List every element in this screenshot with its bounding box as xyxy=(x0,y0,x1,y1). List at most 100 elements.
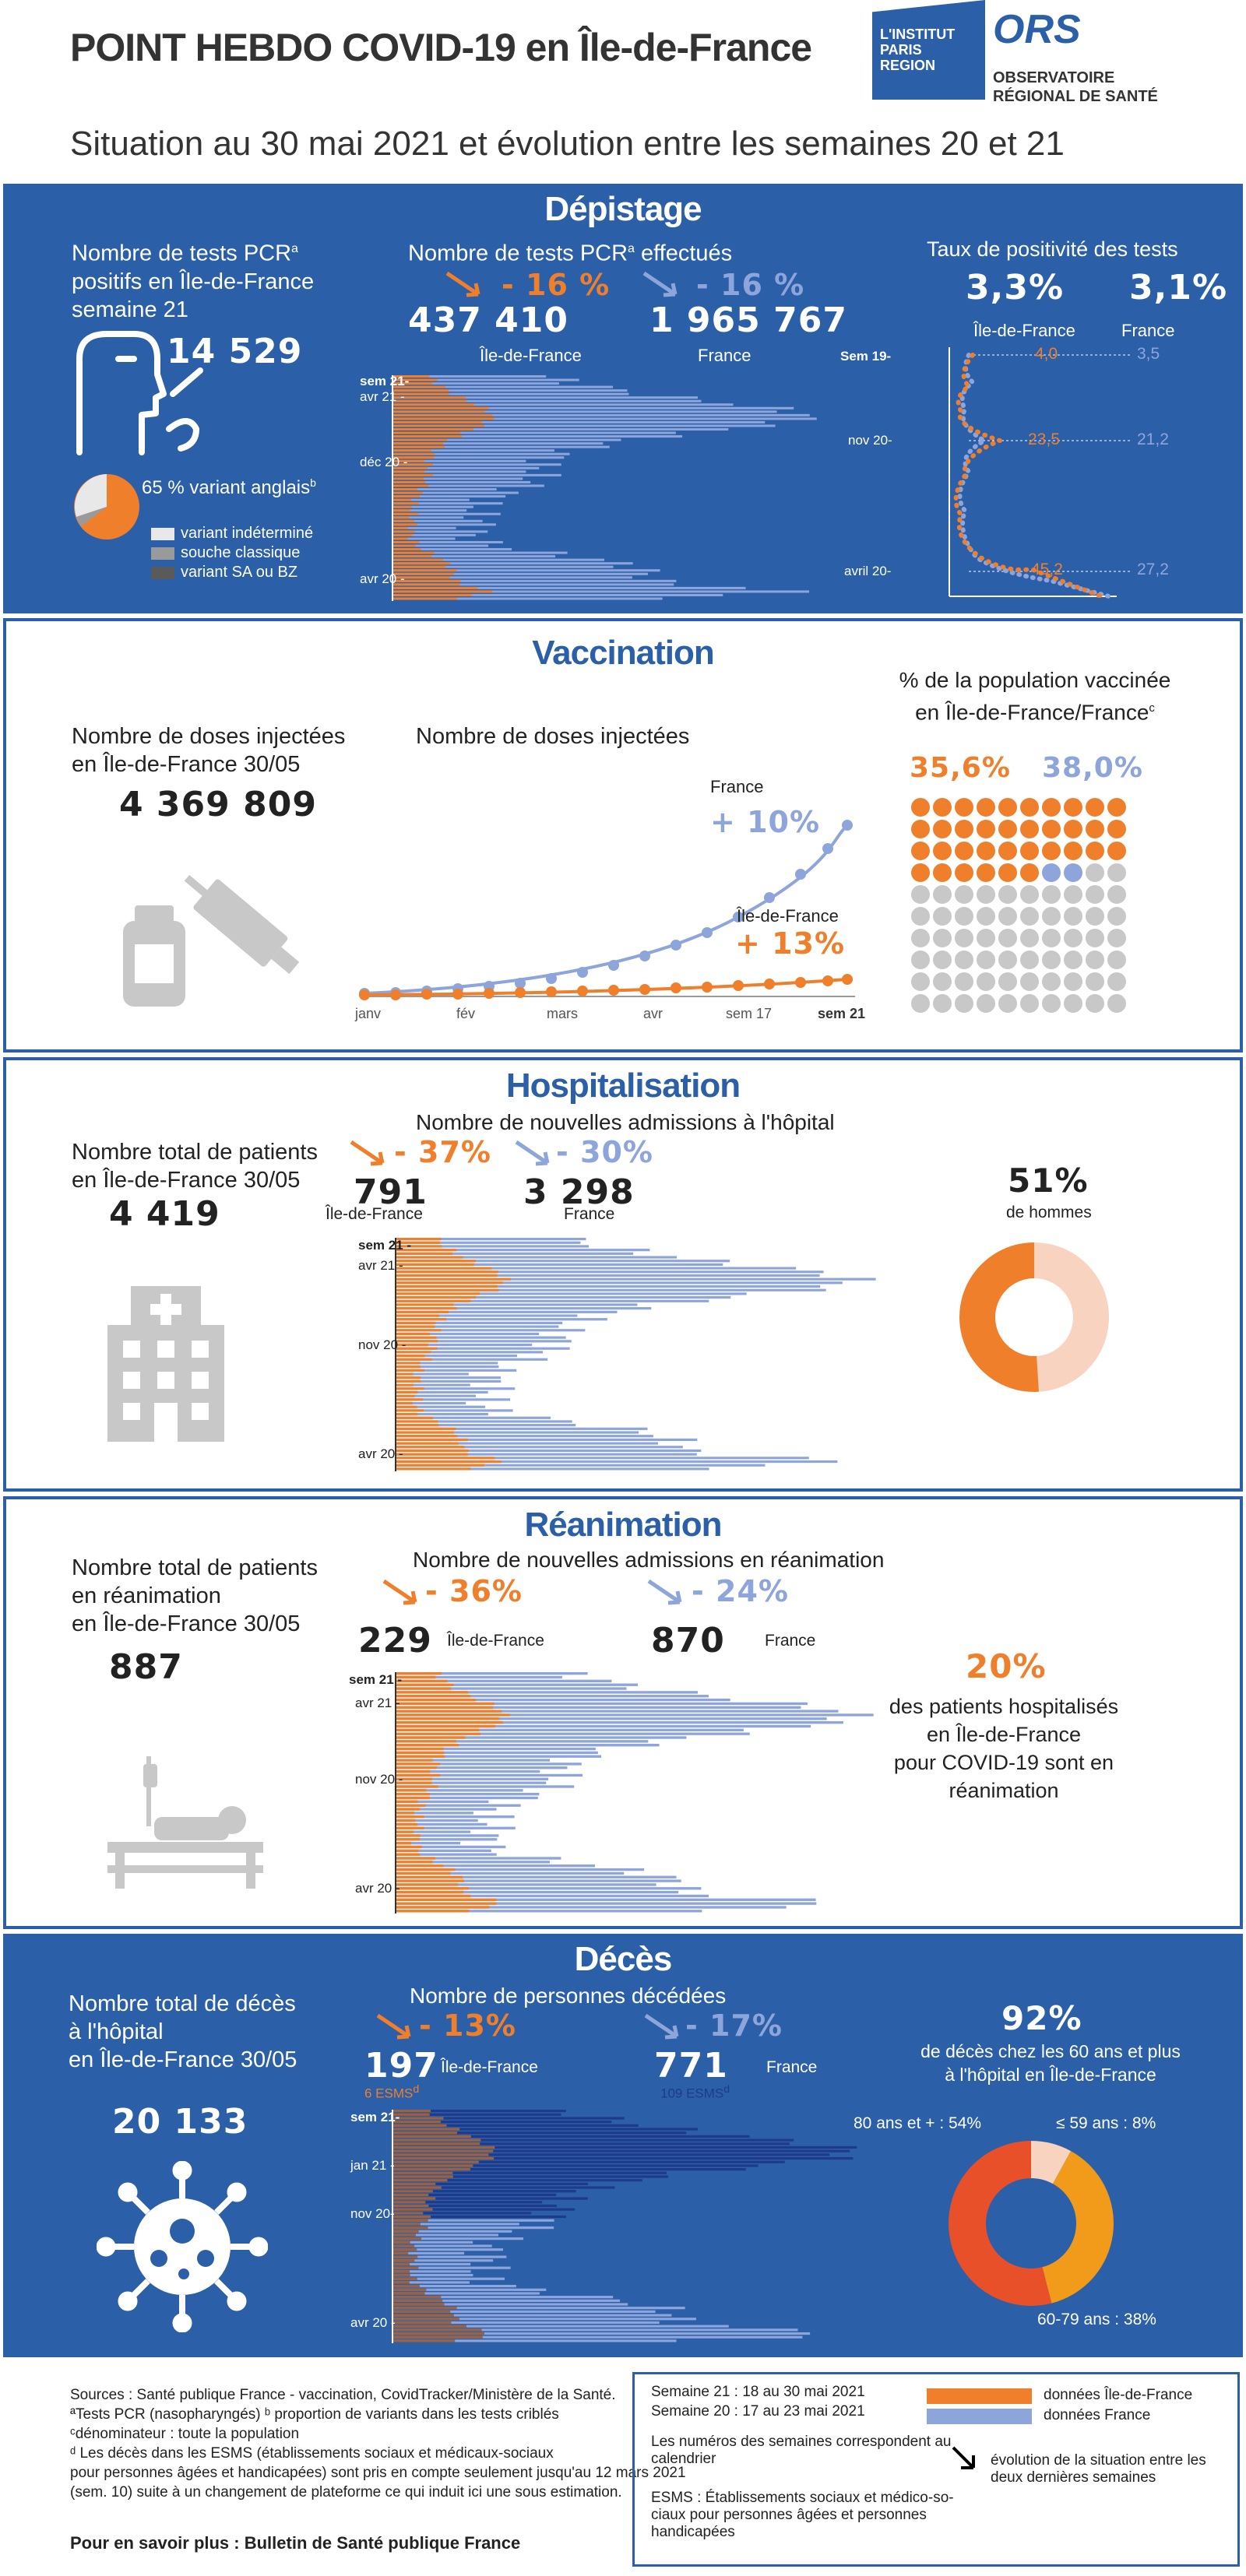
bar-idf xyxy=(396,1871,451,1875)
population-dot xyxy=(933,863,952,882)
bar-france xyxy=(396,1785,575,1788)
bar-idf xyxy=(396,1812,414,1815)
population-dot xyxy=(1042,972,1061,991)
population-dot xyxy=(1086,885,1104,904)
bar-france xyxy=(396,1789,523,1792)
population-dot xyxy=(911,863,930,882)
bar-france xyxy=(396,1717,827,1720)
bar-france xyxy=(392,2135,750,2138)
page-title: POINT HEBDO COVID-19 en Île-de-France xyxy=(70,26,812,69)
bar-idf xyxy=(396,1376,421,1379)
bar-france xyxy=(396,1834,499,1837)
bar-france xyxy=(396,1355,518,1358)
bar-france xyxy=(392,583,674,586)
bar-idf xyxy=(396,1351,431,1354)
bar-idf xyxy=(392,576,450,579)
bar-idf xyxy=(396,1332,431,1336)
bar-idf xyxy=(392,2251,409,2254)
bar-idf xyxy=(396,1861,433,1864)
tests-label: Nombre de tests PCRa positifs en Île-de-… xyxy=(72,235,314,324)
bar-idf xyxy=(392,452,435,455)
fr-change: - 24% xyxy=(692,1574,789,1608)
bar-idf xyxy=(396,1413,418,1416)
axis-tick-label: nov 20- xyxy=(848,433,892,448)
bar-france xyxy=(396,1762,582,1766)
label-text: Nombre de doses injectées xyxy=(72,724,346,749)
arrow-down-icon xyxy=(642,271,678,297)
total-label: Nombre total de patients en Île-de-Franc… xyxy=(72,1138,318,1194)
bar-idf xyxy=(396,1296,477,1299)
bar-france xyxy=(392,459,526,462)
bar-idf xyxy=(392,399,467,402)
sup: a xyxy=(628,242,635,255)
bar-idf xyxy=(392,551,435,554)
bar-idf xyxy=(396,1789,427,1792)
bar-france xyxy=(396,1773,583,1777)
population-dot xyxy=(1064,972,1082,991)
bar-idf xyxy=(392,2193,429,2196)
bar-france xyxy=(396,1728,744,1731)
bar-idf xyxy=(396,1252,453,1255)
ors-logo: ORS xyxy=(993,7,1081,52)
section-title: Vaccination xyxy=(532,634,715,672)
bar-idf xyxy=(396,1819,416,1822)
bar-france xyxy=(392,385,614,388)
bar-idf xyxy=(396,1793,431,1796)
bar-idf xyxy=(392,555,432,558)
fr-value: 870 xyxy=(651,1621,725,1661)
bar-idf xyxy=(396,1340,438,1343)
population-dot xyxy=(933,972,952,991)
population-dot xyxy=(1064,798,1082,817)
x-tick-label: avr xyxy=(643,1006,663,1021)
rate-title: Taux de positivité des tests xyxy=(927,237,1178,261)
legend-text: évolution de la situation entre les xyxy=(991,2452,1206,2469)
footnote: ªTests PCR (nasopharyngés) ᵇ proportion … xyxy=(70,2406,559,2423)
bar-france xyxy=(396,1845,506,1849)
axis-tick-label: Sem 19- xyxy=(840,349,892,364)
more-info-link[interactable]: Pour en savoir plus : Bulletin de Santé … xyxy=(70,2533,521,2553)
population-dot xyxy=(1107,994,1126,1013)
fr-value: 771 xyxy=(654,2046,728,2086)
bar-france xyxy=(396,1812,473,1815)
bar-idf xyxy=(396,1796,430,1800)
bar-france xyxy=(392,2113,561,2116)
population-dot xyxy=(977,994,995,1013)
fr-value: 1 965 767 xyxy=(649,300,847,340)
bar-france xyxy=(396,1822,487,1826)
bar-chart-svg xyxy=(395,1238,876,1471)
bar-france xyxy=(392,2124,639,2127)
bar-france xyxy=(396,1744,660,1747)
label-text: 65 % variant anglais xyxy=(142,477,311,498)
virus-icon xyxy=(97,2161,268,2332)
bar-idf xyxy=(396,1420,438,1423)
population-dot xyxy=(998,972,1017,991)
population-dot xyxy=(1064,994,1082,1013)
section-title: Dépistage xyxy=(544,190,702,228)
bar-idf xyxy=(392,382,433,385)
axis-tick-label: sem 21 - xyxy=(349,1672,403,1687)
positive-tests-value: 14 529 xyxy=(167,332,303,371)
bar-france xyxy=(396,1398,511,1401)
bar-idf xyxy=(396,1383,414,1386)
bar-france xyxy=(396,1702,808,1706)
bar-france xyxy=(392,2201,543,2204)
bar-idf xyxy=(392,2296,442,2299)
rate-fr-mark: 27,2 xyxy=(1137,561,1169,578)
idf-change: - 16 % xyxy=(502,268,611,302)
bar-france xyxy=(392,2182,589,2185)
bar-idf xyxy=(392,540,420,543)
bar-idf xyxy=(396,1717,499,1720)
population-dot xyxy=(1107,907,1126,926)
axis-tick-label: jan 21 - xyxy=(350,2158,395,2173)
bar-idf xyxy=(392,509,410,512)
bar-idf xyxy=(392,484,429,487)
vaccination-dot-grid xyxy=(911,798,1126,1013)
bar-chart-svg xyxy=(392,375,817,601)
bar-idf xyxy=(392,2153,489,2156)
population-dot xyxy=(933,907,952,926)
bar-france xyxy=(392,392,629,395)
population-dot xyxy=(977,820,995,838)
donut-slice xyxy=(949,2141,1052,2306)
bar-france xyxy=(396,1424,576,1427)
bar-france xyxy=(396,1303,638,1306)
